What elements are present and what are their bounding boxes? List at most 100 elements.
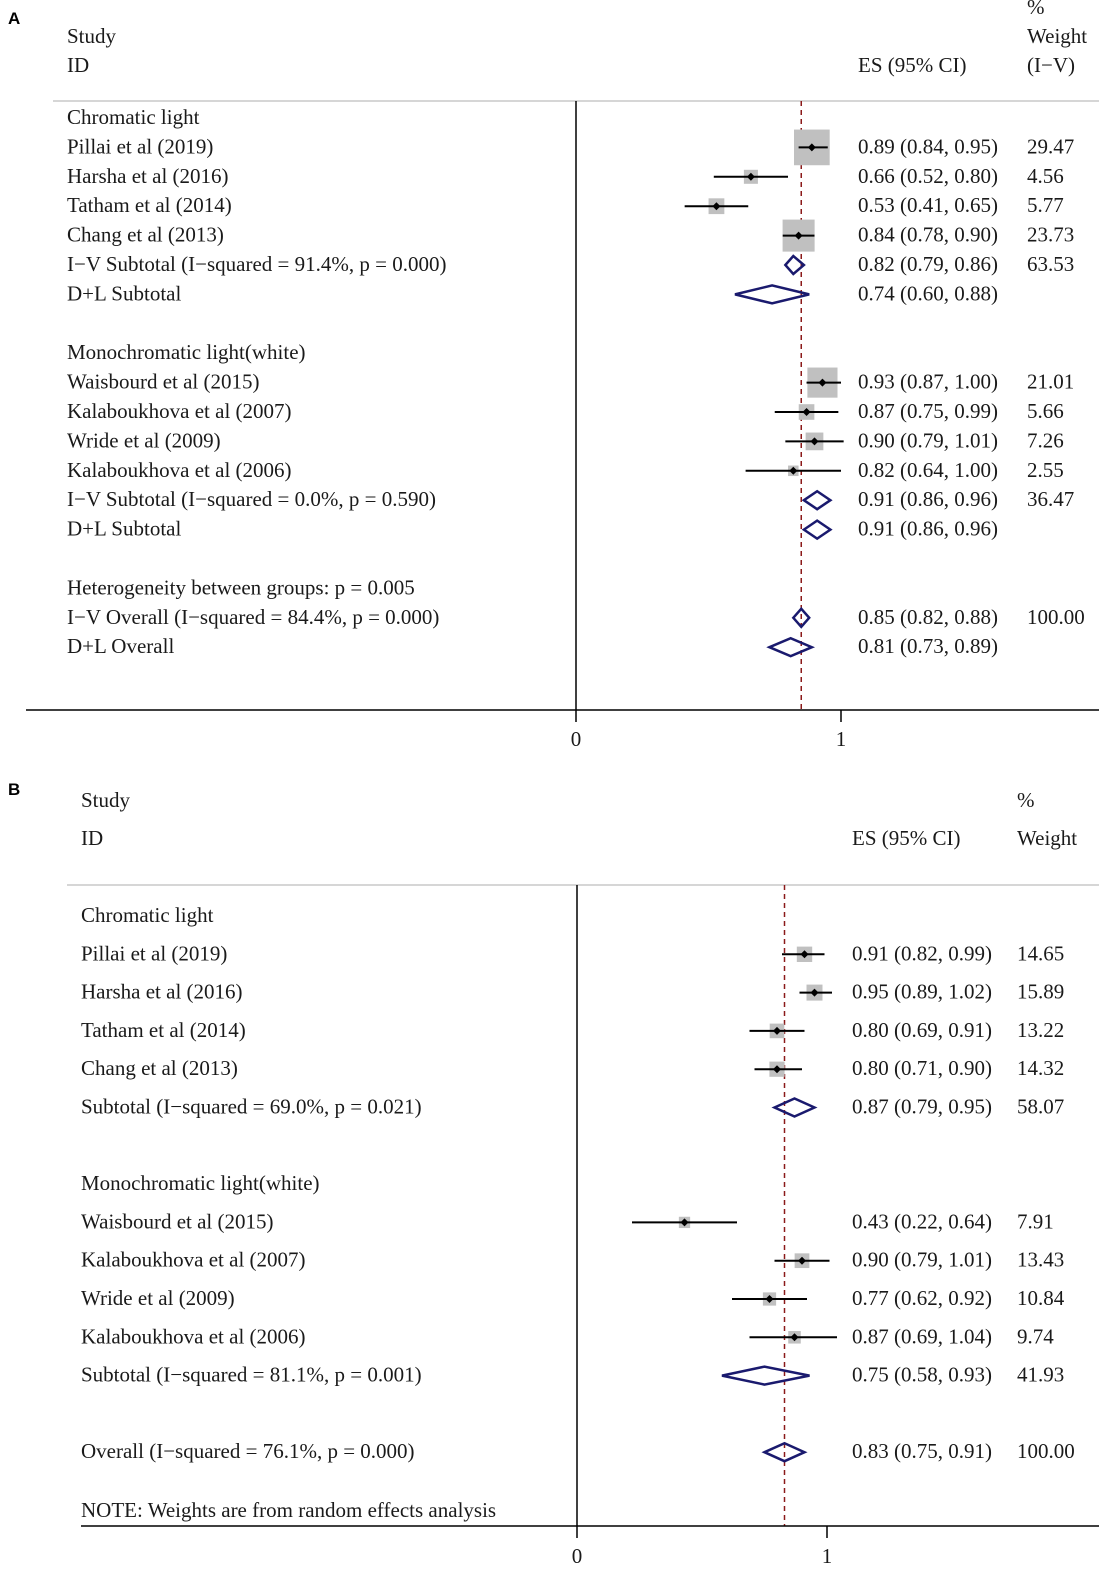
panel-a-x-tick-label: 0 (571, 727, 582, 751)
panel-a-x-tick-label: 1 (836, 727, 847, 751)
panel-a-summary-diamond (801, 489, 833, 511)
panel-a-weight-value: 5.66 (1027, 399, 1064, 423)
panel-a-summary-label: I−V Subtotal (I−squared = 91.4%, p = 0.0… (67, 252, 446, 276)
panel-b-x-tick-label: 0 (572, 1544, 583, 1568)
panel-b-header-weight: Weight (1017, 826, 1077, 850)
panel-b-weight-value: 13.22 (1017, 1018, 1064, 1042)
panel-b-summary-label: Overall (I−squared = 76.1%, p = 0.000) (81, 1439, 415, 1463)
panel-a-weight-value: 100.00 (1027, 605, 1085, 629)
panel-b-weight-value: 14.65 (1017, 941, 1064, 965)
panel-b-ci-text: 0.95 (0.89, 1.02) (852, 980, 992, 1004)
panel-b-study-label: Chang et al (2013) (81, 1056, 238, 1080)
panel-a-weight-value: 7.26 (1027, 428, 1064, 452)
panel-b-weight-value: 10.84 (1017, 1286, 1065, 1310)
panel-b-summary-label: Subtotal (I−squared = 69.0%, p = 0.021) (81, 1095, 422, 1119)
panel-b-ci-text: 0.77 (0.62, 0.92) (852, 1286, 992, 1310)
panel-b-ci-text: 0.75 (0.58, 0.93) (852, 1363, 992, 1387)
panel-b-point-estimate (773, 1065, 781, 1074)
panel-a-summary-label: D+L Subtotal (67, 517, 181, 541)
panel-a-weight-value: 29.47 (1027, 134, 1074, 158)
panel-a-study-label: Waisbourd et al (2015) (67, 370, 260, 394)
panel-a-study-label: Wride et al (2009) (67, 428, 221, 452)
panel-b-ci-text: 0.87 (0.69, 1.04) (852, 1324, 992, 1348)
panel-a-ci-text: 0.91 (0.86, 0.96) (858, 517, 998, 541)
panel-a-header-id: ID (67, 53, 89, 77)
panel-a-header-study: Study (67, 24, 117, 48)
panel-a-ci-text: 0.87 (0.75, 0.99) (858, 399, 998, 423)
panel-b-point-estimate (765, 1295, 774, 1303)
panel-a-point-estimate (746, 172, 755, 181)
panel-a-header-weight-pct: % (1027, 0, 1045, 19)
panel-b-study-label: Tatham et al (2014) (81, 1018, 246, 1042)
panel-a-ci-text: 0.81 (0.73, 0.89) (858, 634, 998, 658)
panel-a-weight-value: 2.55 (1027, 458, 1064, 482)
panel-a-summary-diamond (801, 519, 833, 541)
panel-a-ci-text: 0.84 (0.78, 0.90) (858, 223, 998, 247)
panel-a-weight-value: 36.47 (1027, 487, 1074, 511)
panel-b-weight-value: 100.00 (1017, 1439, 1075, 1463)
panel-a-weight-value: 21.01 (1027, 370, 1074, 394)
panel-a-ci-text: 0.85 (0.82, 0.88) (858, 605, 998, 629)
panel-b-summary-diamond (761, 1441, 808, 1463)
panel-b-group-label: Chromatic light (81, 903, 214, 927)
panel-b-point-estimate (800, 950, 809, 959)
panel-a-ci-text: 0.74 (0.60, 0.88) (858, 281, 998, 305)
panel-a-study-label: Pillai et al (2019) (67, 134, 213, 158)
panel-a-group-label: Monochromatic light(white) (67, 340, 306, 364)
panel-a-weight-value: 4.56 (1027, 164, 1064, 188)
panel-a-study-label: Tatham et al (2014) (67, 193, 232, 217)
panel-b-weight-value: 13.43 (1017, 1248, 1064, 1272)
panel-a-summary-label: D+L Overall (67, 634, 174, 658)
panel-b-header-weight-pct: % (1017, 788, 1035, 812)
panel-b-summary-diamond (721, 1365, 810, 1386)
panel-b-header-id: ID (81, 826, 103, 850)
panel-b-weight-value: 14.32 (1017, 1056, 1064, 1080)
panel-b-x-tick-label: 1 (822, 1544, 833, 1568)
panel-a-point-estimate (810, 437, 819, 446)
panel-b-point-estimate (810, 988, 819, 997)
panel-a-weight-value: 23.73 (1027, 223, 1074, 247)
panel-b-note: NOTE: Weights are from random effects an… (81, 1498, 496, 1522)
panel-b-study-label: Harsha et al (2016) (81, 980, 243, 1004)
panel-a-label: A (8, 9, 20, 28)
panel-b-ci-text: 0.91 (0.82, 0.99) (852, 941, 992, 965)
panel-b-study-label: Wride et al (2009) (81, 1286, 235, 1310)
panel-b-label: B (8, 780, 20, 799)
panel-a-point-estimate (712, 202, 721, 211)
panel-a-ci-text: 0.90 (0.79, 1.01) (858, 428, 998, 452)
panel-b-ci-text: 0.90 (0.79, 1.01) (852, 1248, 992, 1272)
panel-a-header-es: ES (95% CI) (858, 53, 967, 77)
panel-a-summary-diamond (791, 606, 811, 629)
panel-a-study-label: Harsha et al (2016) (67, 164, 229, 188)
panel-b-weight-value: 58.07 (1017, 1095, 1064, 1119)
panel-a-ci-text: 0.91 (0.86, 0.96) (858, 487, 998, 511)
panel-a-point-estimate (789, 466, 798, 475)
panel-a-ci-text: 0.66 (0.52, 0.80) (858, 164, 998, 188)
panel-a-group-label: Chromatic light (67, 105, 200, 129)
panel-b-ci-text: 0.80 (0.71, 0.90) (852, 1056, 992, 1080)
panel-a-header-weight-sub: (I−V) (1027, 53, 1075, 77)
panel-b-point-estimate (790, 1333, 799, 1342)
panel-b-header-study: Study (81, 788, 131, 812)
panel-a-summary-diamond (734, 284, 810, 305)
panel-a-weight-value: 63.53 (1027, 252, 1074, 276)
panel-b-point-estimate (680, 1218, 689, 1227)
panel-b-point-estimate (773, 1026, 781, 1035)
panel-a-ci-text: 0.53 (0.41, 0.65) (858, 193, 998, 217)
panel-a-point-estimate (807, 143, 816, 152)
panel-b-point-estimate (798, 1256, 806, 1265)
panel-b-ci-text: 0.87 (0.79, 0.95) (852, 1095, 992, 1119)
panel-a-ci-text: 0.82 (0.79, 0.86) (858, 252, 998, 276)
panel-b-weight-value: 7.91 (1017, 1209, 1054, 1233)
panel-b-study-label: Kalaboukhova et al (2007) (81, 1248, 306, 1272)
panel-b-weight-value: 15.89 (1017, 980, 1064, 1004)
panel-b-weight-value: 9.74 (1017, 1324, 1054, 1348)
panel-a-ci-text: 0.82 (0.64, 1.00) (858, 458, 998, 482)
panel-a-summary-label: D+L Subtotal (67, 281, 181, 305)
panel-b-ci-text: 0.83 (0.75, 0.91) (852, 1439, 992, 1463)
panel-b-ci-text: 0.80 (0.69, 0.91) (852, 1018, 992, 1042)
panel-a-summary-diamond (783, 254, 806, 276)
panel-b-group-label: Monochromatic light(white) (81, 1171, 320, 1195)
panel-b-study-label: Pillai et al (2019) (81, 941, 227, 965)
